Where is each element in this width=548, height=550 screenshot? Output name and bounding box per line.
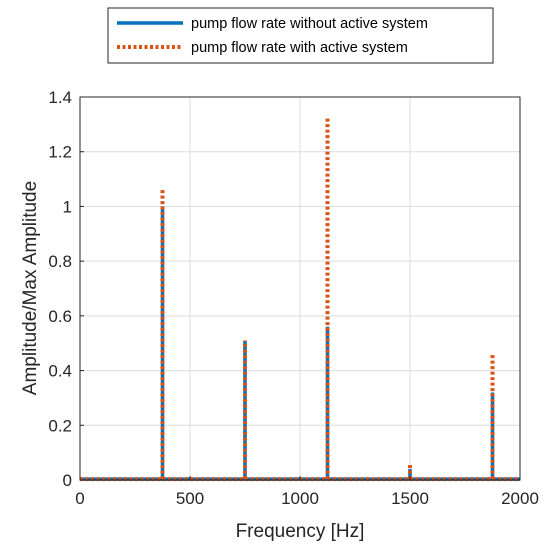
y-tick-label: 0.6 [48,307,72,326]
legend-box [107,7,494,64]
x-axis-title: Frequency [Hz] [236,521,365,542]
y-axis-title: Amplitude/Max Amplitude [20,181,41,395]
legend-label-with-active-system: pump flow rate with active system [191,40,408,56]
x-tick-label: 1500 [391,489,429,508]
x-tick-label: 500 [176,489,204,508]
y-tick-label: 1 [63,197,72,216]
legend-label-without-active-system: pump flow rate without active system [191,16,428,32]
axes: 0 500 1000 1500 2000 0 0.2 0.4 0.6 0.8 1 1.2 1.4 [48,88,539,508]
grid [80,97,520,480]
legend: pump flow rate without active system pum… [107,7,494,64]
x-tick-label: 0 [75,489,84,508]
y-tick-label: 0 [63,471,72,490]
y-tick-label: 0.4 [48,362,72,381]
y-tick-label: 0.8 [48,252,72,271]
x-tick-label: 1000 [281,489,319,508]
y-tick-label: 1.4 [48,88,72,107]
y-tick-label: 1.2 [48,143,72,162]
y-tick-label: 0.2 [48,416,72,435]
x-tick-label: 2000 [501,489,539,508]
